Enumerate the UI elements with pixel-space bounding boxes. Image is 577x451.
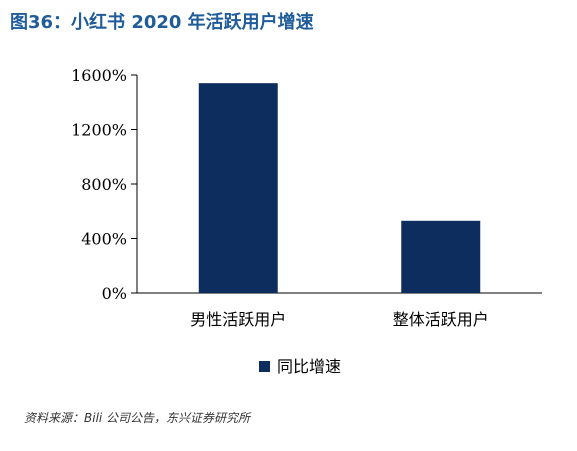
- y-tick-label: 800%: [81, 175, 127, 194]
- chart-legend: 同比增速: [259, 357, 341, 376]
- y-tick-label: 0%: [102, 284, 127, 303]
- legend-label: 同比增速: [277, 357, 341, 376]
- y-axis-ticks: 0% 400% 800% 1200% 1600%: [71, 66, 137, 303]
- figure-title: 图36：小红书 2020 年活跃用户增速: [10, 12, 314, 33]
- y-tick-label: 400%: [81, 230, 127, 249]
- chart-axes: [136, 75, 542, 294]
- source-note: 资料来源：Bili 公司公告，东兴证券研究所: [24, 411, 251, 425]
- bar-chart: 0% 400% 800% 1200% 1600% 男性活跃用户 整体活跃用户 同比增速: [71, 66, 542, 376]
- y-tick-label: 1200%: [71, 121, 127, 140]
- chart-bars: [198, 83, 481, 293]
- x-axis-labels: 男性活跃用户 整体活跃用户: [190, 310, 489, 329]
- bar: [198, 83, 278, 293]
- legend-swatch: [259, 361, 270, 372]
- bar: [401, 220, 481, 293]
- x-category-label: 整体活跃用户: [393, 310, 489, 329]
- y-tick-label: 1600%: [71, 66, 127, 85]
- x-category-label: 男性活跃用户: [190, 310, 286, 329]
